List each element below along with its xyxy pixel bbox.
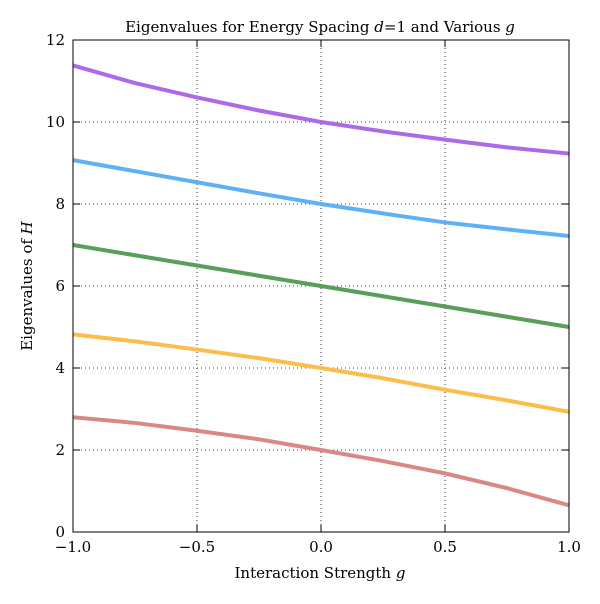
- y-tick-label: 12: [46, 31, 65, 49]
- y-axis-label-prefix: Eigenvalues of: [18, 234, 36, 350]
- series-line-2: [72, 332, 570, 414]
- y-tick-label: 8: [55, 195, 65, 213]
- x-tick-label: −1.0: [55, 538, 91, 556]
- y-tick-label: 6: [55, 277, 65, 295]
- x-axis-label-prefix: Interaction Strength: [235, 564, 396, 582]
- y-tick-label: 4: [55, 359, 65, 377]
- title-d-eq: =: [384, 18, 397, 36]
- title-g-var: g: [505, 18, 515, 36]
- title-d-val: 1: [396, 18, 406, 36]
- y-tick-label: 10: [46, 113, 65, 131]
- x-axis-label: Interaction Strength g: [235, 564, 406, 582]
- series-line-5: [72, 63, 570, 156]
- y-axis-label-var: H: [18, 220, 36, 235]
- chart-title: Eigenvalues for Energy Spacing d=1 and V…: [125, 18, 515, 36]
- x-tick-label: 1.0: [557, 538, 581, 556]
- title-d-var: d: [374, 18, 384, 36]
- x-tick-label: 0.5: [433, 538, 457, 556]
- series-line-1: [72, 415, 570, 508]
- series-line-3: [72, 243, 570, 329]
- axis-ticks: −1.0 −0.5 0.0 0.5 1.0 0 2 4 6 8 10 12: [46, 31, 581, 556]
- title-middle: and Various: [406, 18, 505, 36]
- title-prefix: Eigenvalues for Energy Spacing: [125, 18, 374, 36]
- series-line-4: [72, 158, 570, 238]
- series-lines: [72, 63, 570, 508]
- x-axis-label-var: g: [396, 564, 406, 582]
- x-tick-label: −0.5: [179, 538, 215, 556]
- x-tick-label: 0.0: [309, 538, 333, 556]
- y-tick-label: 0: [55, 523, 65, 541]
- y-axis-label: Eigenvalues of H: [18, 220, 36, 350]
- y-tick-label: 2: [55, 441, 65, 459]
